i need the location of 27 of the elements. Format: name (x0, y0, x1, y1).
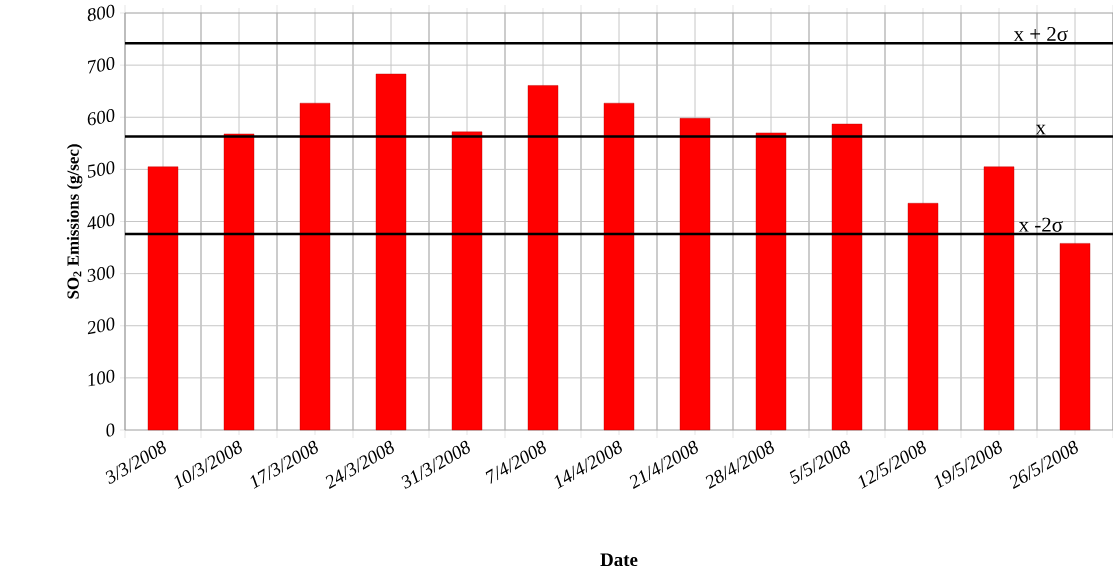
bar (147, 166, 179, 431)
y-tick-label: 400 (87, 213, 115, 230)
bar (223, 133, 255, 431)
bar (831, 123, 863, 431)
bar (755, 132, 787, 431)
y-tick-label: 200 (87, 317, 115, 335)
y-tick-label: 600 (87, 109, 115, 126)
bar (527, 85, 559, 431)
bar (375, 73, 407, 431)
bar (1059, 243, 1091, 431)
y-axis-title: SO$_{2}$ Emissions (g/sec) (66, 144, 83, 299)
bar (679, 118, 711, 431)
x-axis-title: Date (600, 553, 638, 567)
bar (983, 166, 1015, 431)
bar (299, 102, 331, 431)
bar (603, 102, 635, 431)
y-tick-label: 500 (88, 161, 115, 178)
y-tick-label: 0 (106, 423, 115, 437)
y-tick-label: 100 (88, 369, 115, 387)
y-tick-label: 800 (87, 4, 115, 22)
bar (907, 203, 939, 431)
bar (451, 131, 483, 431)
y-tick-label: 300 (87, 265, 115, 282)
ref-line-label: x -2σ (1018, 217, 1063, 232)
y-tick-label: 700 (88, 56, 115, 74)
ref-line-label: x (1035, 124, 1046, 135)
ref-line-label: x + 2σ (1013, 26, 1068, 42)
